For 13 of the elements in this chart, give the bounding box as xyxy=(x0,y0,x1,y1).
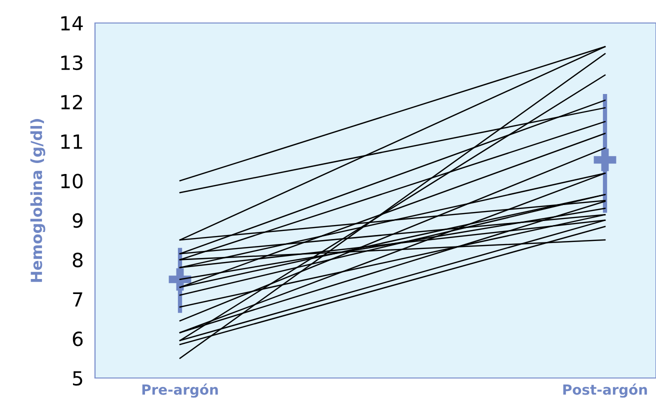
y-tick-label: 5 xyxy=(73,371,82,386)
y-tick-label: 9 xyxy=(72,213,83,228)
y-tick-label: 13 xyxy=(61,55,82,70)
y-tick-label: 11 xyxy=(61,134,82,149)
y-tick-label: 14 xyxy=(61,16,83,30)
y-tick-label: 6 xyxy=(72,332,83,346)
x-tick-label: Post-argón xyxy=(563,384,647,398)
y-axis-title: Hemoglobina (g/dl) xyxy=(30,119,46,282)
x-tick-label: Pre-argón xyxy=(142,384,218,398)
y-tick-label: 12 xyxy=(61,94,82,110)
y-tick-label: 10 xyxy=(61,174,83,188)
y-tick-label: 8 xyxy=(72,252,83,268)
y-tick-label: 7 xyxy=(73,292,82,306)
